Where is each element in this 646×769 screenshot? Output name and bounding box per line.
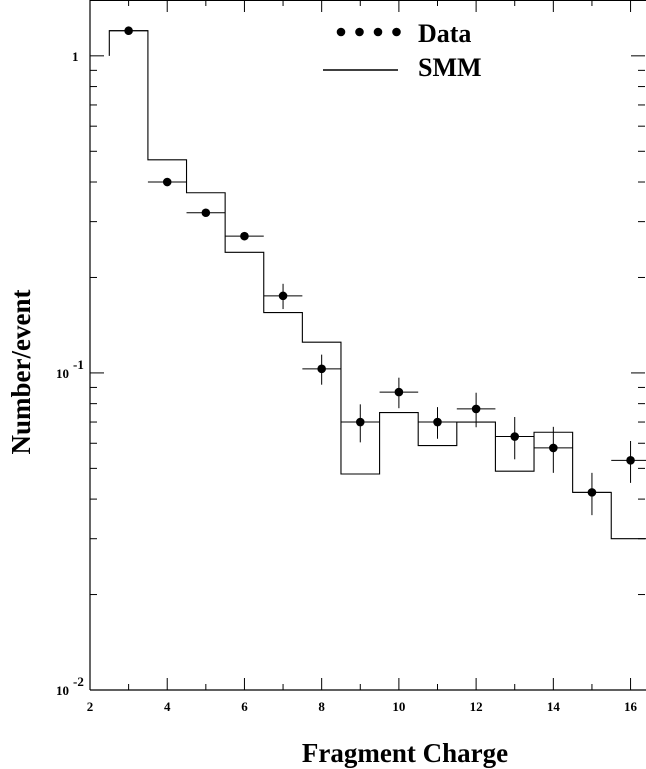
data-point [418, 407, 457, 439]
legend-label-data: Data [418, 19, 471, 48]
legend-data-marker [336, 27, 346, 37]
data-marker [278, 291, 288, 301]
y-tick-label-base: 10 [56, 683, 69, 698]
x-tick-label: 16 [624, 699, 638, 714]
data-point [534, 426, 573, 473]
data-point [340, 404, 380, 443]
y-tick-label: 10 -1 [56, 357, 84, 381]
x-tick-label: 2 [87, 699, 94, 714]
x-tick-label: 8 [318, 699, 325, 714]
x-tick-label: 6 [241, 699, 248, 714]
x-axis-title: Fragment Charge [302, 738, 508, 768]
x-tick-label: 10 [392, 699, 405, 714]
data-point [186, 208, 226, 218]
x-tick-label: 14 [547, 699, 561, 714]
data-marker [201, 208, 211, 218]
data-point [302, 354, 341, 385]
data-marker [240, 231, 249, 241]
y-tick-label-exponent: -1 [73, 357, 84, 372]
data-marker [317, 364, 326, 374]
data-point [147, 177, 187, 187]
x-tick-label: 12 [470, 699, 483, 714]
data-marker [355, 417, 365, 427]
data-marker [124, 26, 133, 36]
data-point [611, 440, 646, 483]
y-tick-label-base: 1 [72, 49, 79, 64]
data-point [263, 283, 303, 310]
data-point [572, 472, 612, 516]
data-point [456, 392, 496, 428]
y-axis-title: Number/event [6, 290, 36, 455]
data-marker [162, 177, 172, 187]
data-point [495, 417, 535, 460]
y-tick-label-base: 10 [56, 366, 69, 381]
data-marker [433, 417, 442, 427]
data-point [379, 377, 419, 409]
data-marker [471, 404, 481, 414]
data-marker [394, 387, 404, 397]
data-marker [549, 443, 558, 453]
legend-data-marker [373, 27, 383, 37]
smm-histogram [108, 30, 646, 540]
legend-label-smm: SMM [418, 53, 482, 82]
data-marker [587, 488, 597, 497]
data-marker [510, 432, 520, 441]
y-tick-label-exponent: -2 [73, 674, 84, 689]
data-point [225, 231, 264, 241]
x-tick-label: 4 [164, 699, 171, 714]
data-marker [626, 456, 635, 465]
legend-data-marker [392, 27, 401, 37]
legend-data-marker [355, 27, 364, 37]
data-point [109, 26, 148, 36]
y-tick-label: 10 -2 [56, 674, 84, 698]
y-tick-label: 1 [72, 49, 79, 64]
